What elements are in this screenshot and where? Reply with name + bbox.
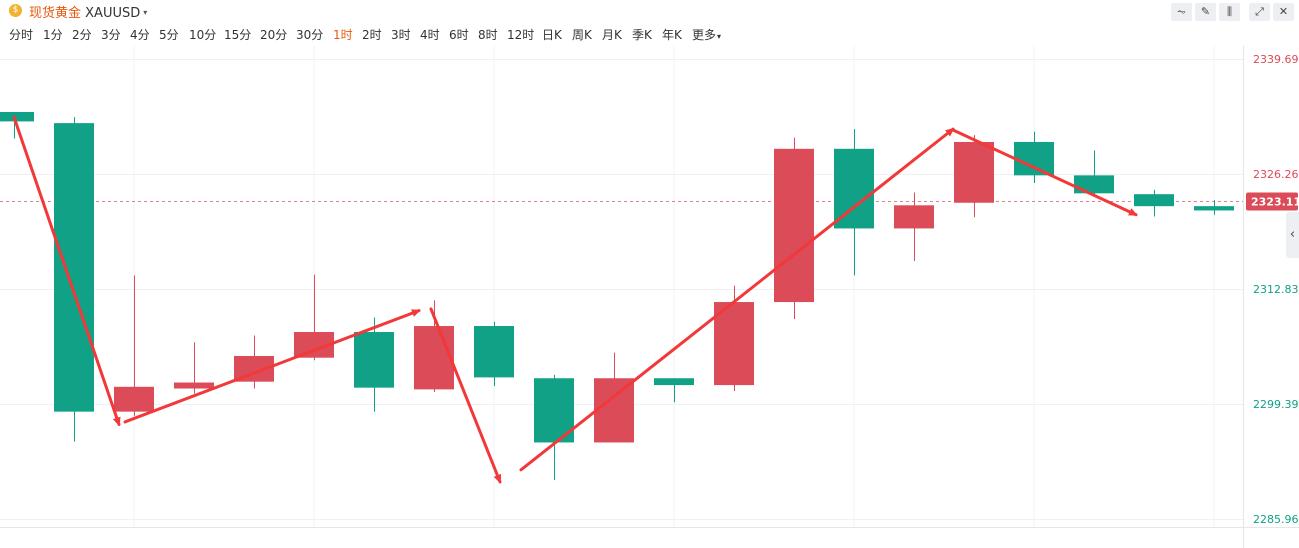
tab-period-18[interactable]: 日K — [542, 28, 562, 42]
current-price-label: 2323.11 — [1251, 196, 1299, 209]
candle-17 — [954, 135, 994, 218]
close-icon[interactable]: ✕ — [1273, 3, 1294, 21]
candles — [0, 111, 1234, 481]
tab-period-12[interactable]: 2时 — [362, 28, 382, 42]
candle-body-2 — [54, 123, 94, 412]
current-price-badge — [1246, 192, 1298, 211]
grid-lines — [0, 46, 1243, 527]
candle-18 — [1014, 131, 1054, 184]
fullscreen-icon[interactable]: ⤢ — [1249, 3, 1270, 21]
candle-6 — [294, 274, 334, 361]
y-axis-labels: 2339.69 2326.26 2312.83 2299.39 2285.96 — [1253, 53, 1299, 526]
y-tick-label-3: 2312.83 — [1253, 283, 1299, 296]
y-tick-label-1: 2339.69 — [1253, 53, 1299, 66]
candle-body-17 — [954, 141, 994, 203]
tab-period-2[interactable]: 1分 — [43, 28, 63, 42]
candle-body-15 — [834, 148, 874, 229]
tab-period-9[interactable]: 20分 — [260, 28, 288, 42]
candle-body-21 — [1194, 206, 1234, 211]
y-tick-label-2: 2326.26 — [1253, 168, 1299, 181]
trend-arrows — [12, 115, 1138, 484]
tab-period-21[interactable]: 季K — [632, 28, 652, 42]
candle-body-18 — [1014, 141, 1054, 176]
trend-arrow-3 — [429, 307, 502, 484]
tab-period-5[interactable]: 4分 — [130, 28, 150, 42]
candle-4 — [174, 342, 214, 394]
chevron-left-icon[interactable]: ‹ — [1286, 212, 1299, 258]
indicator-icon[interactable]: ⏦ — [1171, 3, 1192, 21]
candle-20 — [1134, 189, 1174, 217]
trend-arrow-1 — [12, 115, 121, 427]
candle-8 — [414, 300, 454, 392]
tab-period-19[interactable]: 周K — [572, 28, 592, 42]
candle-body-9 — [474, 326, 514, 378]
chevron-down-icon: ▾ — [143, 8, 148, 17]
candle-body-20 — [1134, 194, 1174, 207]
trend-arrow-2 — [123, 309, 421, 424]
trend-arrow-5 — [951, 128, 1138, 217]
draw-icon[interactable]: ✎ — [1195, 3, 1216, 21]
tab-period-14[interactable]: 4时 — [420, 28, 440, 42]
candle-19 — [1074, 150, 1114, 197]
candle-body-16 — [894, 205, 934, 229]
tab-period-23[interactable]: 更多▾ — [692, 28, 722, 42]
tab-period-1[interactable]: 分时 — [9, 28, 34, 42]
candle-16 — [894, 192, 934, 261]
candle-body-12 — [654, 378, 694, 386]
tab-period-4[interactable]: 3分 — [101, 28, 121, 42]
tab-period-6[interactable]: 5分 — [159, 28, 179, 42]
candle-body-1 — [0, 111, 34, 122]
chevron-down-icon: ▾ — [717, 32, 722, 41]
chart-header: $ 现货黄金 XAUUSD ▾ ⏦ ✎ ⫼ ⤢ ✕ — [0, 0, 1299, 22]
period-tabs: 分时 1分 2分 3分 4分 5分 10分 15分 20分 30分 1时 2时 3时 4时 6时 8时 12时日… — [0, 24, 760, 44]
tab-period-10[interactable]: 30分 — [296, 28, 324, 42]
candle-body-11 — [594, 378, 634, 443]
tab-period-7[interactable]: 10分 — [189, 28, 217, 42]
candle-15 — [834, 129, 874, 276]
candle-3 — [114, 275, 154, 416]
candle-body-8 — [414, 326, 454, 390]
candle-11 — [594, 352, 634, 443]
candle-21 — [1194, 200, 1234, 215]
tab-period-20[interactable]: 月K — [602, 28, 622, 42]
y-tick-label-5: 2285.96 — [1253, 513, 1299, 526]
candle-body-14 — [774, 148, 814, 303]
candle-2 — [54, 117, 94, 442]
gold-coin-icon: $ — [9, 4, 22, 17]
candle-12 — [654, 378, 694, 403]
instrument-code: XAUUSD — [85, 6, 141, 21]
candle-14 — [774, 137, 814, 320]
candle-9 — [474, 321, 514, 386]
instrument-selector[interactable]: 现货黄金 XAUUSD ▾ — [29, 2, 147, 21]
tab-period-8[interactable]: 15分 — [224, 28, 252, 42]
candle-body-4 — [174, 382, 214, 389]
candle-body-13 — [714, 302, 754, 386]
tab-period-13[interactable]: 3时 — [391, 28, 411, 42]
tab-period-15[interactable]: 6时 — [449, 28, 469, 42]
y-tick-label-4: 2299.39 — [1253, 398, 1299, 411]
tab-period-17[interactable]: 12时 — [507, 28, 535, 42]
tab-period-22[interactable]: 年K — [662, 28, 682, 42]
tab-period-11[interactable]: 1时 — [333, 28, 353, 42]
candle-10 — [534, 374, 574, 481]
candle-5 — [234, 335, 274, 389]
candle-7 — [354, 317, 394, 412]
candle-type-icon[interactable]: ⫼ — [1219, 3, 1240, 21]
instrument-name: 现货黄金 — [29, 6, 82, 21]
tab-period-3[interactable]: 2分 — [72, 28, 92, 42]
tab-period-16[interactable]: 8时 — [478, 28, 498, 42]
trend-arrow-4 — [519, 127, 955, 472]
candle-body-7 — [354, 332, 394, 388]
candle-body-19 — [1074, 175, 1114, 194]
candle-body-3 — [114, 386, 154, 412]
